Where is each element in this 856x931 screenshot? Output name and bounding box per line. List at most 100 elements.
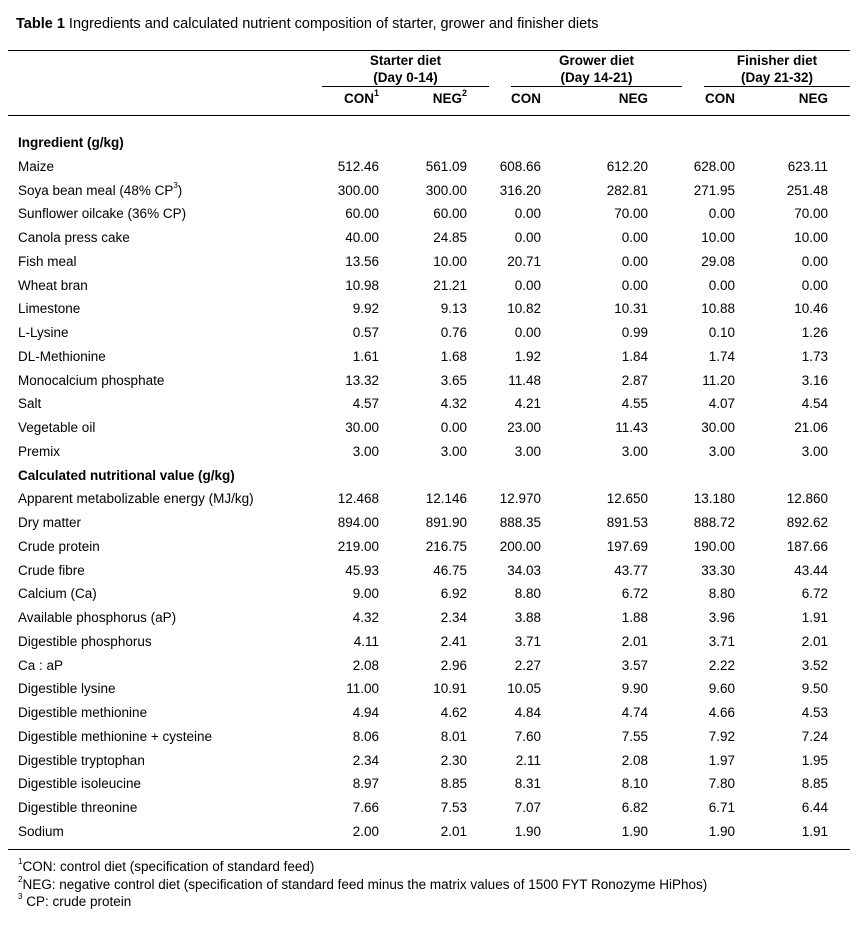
table-cell: 8.10	[621, 776, 648, 792]
row-label: Digestible methionine + cysteine	[18, 729, 212, 744]
row-label: Vegetable oil	[18, 420, 95, 435]
table-cell: 2.30	[440, 752, 467, 768]
table-cell: 9.60	[708, 681, 735, 697]
row-label: Soya bean meal (48% CP3)	[18, 181, 182, 198]
row-label-text: Digestible isoleucine	[18, 776, 142, 792]
group-header-starter: Starter diet (Day 0-14)	[322, 52, 489, 86]
table-cell: 4.94	[352, 705, 379, 720]
table-cell: 40.00	[345, 230, 379, 245]
table-cell: 70.00	[614, 206, 648, 222]
row-label-text: Limestone	[18, 301, 81, 317]
table-cell: 0.00	[514, 325, 541, 340]
table-cell: 3.00	[352, 443, 379, 459]
column-header-label: CON	[511, 91, 541, 106]
table-number: Table 1	[16, 16, 65, 32]
table-cell: 888.72	[693, 515, 735, 530]
table-cell: 1.97	[708, 752, 735, 768]
table-cell: 12.860	[786, 491, 828, 507]
table-cell: 4.74	[621, 705, 648, 720]
table-cell: 1.90	[708, 823, 735, 839]
row-label: Maize	[18, 159, 54, 174]
column-header-label: NEG	[618, 91, 648, 106]
table-cell: 612.20	[606, 158, 648, 174]
table-cell: 8.80	[514, 586, 541, 602]
grower-underline	[511, 86, 682, 87]
row-label-text: Soya bean meal (48% CP	[18, 182, 174, 198]
table-cell: 43.44	[794, 562, 828, 578]
table-cell: 7.60	[514, 728, 541, 744]
table-cell: 219.00	[337, 538, 379, 554]
table-cell: 46.75	[433, 562, 467, 578]
table-cell: 7.24	[801, 728, 828, 744]
table-cell: 1.61	[352, 348, 379, 364]
table-cell: 10.00	[701, 230, 735, 245]
table-cell: 7.80	[708, 776, 735, 792]
table-cell: 1.90	[514, 823, 541, 839]
table-cell: 2.01	[440, 823, 467, 839]
footnote: 3 CP: crude protein	[18, 892, 131, 909]
table-cell: 0.76	[440, 325, 467, 340]
table-cell: 316.20	[499, 182, 541, 198]
table-cell: 2.11	[515, 752, 541, 768]
table-cell: 12.650	[606, 491, 648, 507]
row-label-text: L-Lysine	[18, 325, 69, 340]
column-header-con: CON	[511, 91, 541, 106]
row-label-text: Ca : aP	[18, 657, 64, 673]
table-cell: 2.34	[352, 752, 379, 768]
row-label-text: Crude fibre	[18, 562, 85, 578]
table-cell: 608.66	[499, 158, 541, 174]
row-label-text: Sunflower oilcake (36% CP)	[18, 206, 187, 222]
group-name: Finisher diet	[736, 53, 818, 68]
column-header-neg: NEG	[619, 91, 648, 106]
row-label: Digestible phosphorus	[18, 634, 152, 649]
column-header-label: NEG	[798, 91, 828, 106]
table-cell: 282.81	[606, 182, 648, 198]
row-label-text: DL-Methionine	[18, 348, 106, 364]
table-cell: 4.07	[708, 396, 735, 412]
table-cell: 12.146	[425, 491, 467, 507]
table-cell: 4.84	[514, 705, 541, 720]
table-cell: 251.48	[786, 182, 828, 198]
row-label-text: Digestible tryptophan	[18, 752, 145, 768]
row-label: Sodium	[18, 824, 64, 839]
table-cell: 3.65	[440, 372, 467, 388]
table-cell: 0.99	[621, 325, 648, 340]
table-cell: 0.00	[708, 206, 735, 222]
table-cell: 8.85	[801, 776, 828, 792]
row-label: Wheat bran	[18, 278, 88, 293]
bottom-rule	[8, 849, 850, 850]
table-cell: 4.53	[801, 705, 828, 720]
row-label: Sunflower oilcake (36% CP)	[18, 206, 186, 221]
table-cell: 3.00	[440, 443, 467, 459]
column-header-neg: NEG2	[433, 88, 467, 106]
table-cell: 1.73	[801, 348, 828, 364]
table-cell: 10.82	[507, 301, 541, 317]
table-cell: 10.00	[433, 253, 467, 269]
table-cell: 4.66	[708, 705, 735, 720]
table-cell: 8.85	[440, 776, 467, 792]
table-cell: 0.00	[621, 277, 648, 293]
table-cell: 6.92	[440, 586, 467, 602]
row-label: Digestible isoleucine	[18, 776, 141, 791]
table-cell: 0.57	[352, 325, 379, 340]
row-label-text: Wheat bran	[18, 277, 88, 293]
table-cell: 6.72	[621, 586, 648, 602]
table-cell: 10.88	[701, 301, 735, 317]
footnote-marker: 1	[373, 88, 379, 98]
table-cell: 2.22	[708, 657, 735, 673]
table-cell: 3.00	[514, 443, 541, 459]
footnote: 1CON: control diet (specification of sta…	[18, 857, 314, 874]
row-label: Digestible tryptophan	[18, 753, 145, 768]
table-cell: 0.00	[708, 277, 735, 293]
table-cell: 11.43	[615, 420, 648, 435]
table-cell: 8.97	[352, 776, 379, 792]
row-label-text: Digestible methionine	[18, 705, 148, 720]
table-cell: 13.56	[345, 253, 379, 269]
table-cell: 33.30	[701, 562, 735, 578]
table-cell: 21.06	[794, 420, 828, 435]
footnote-marker: 2	[461, 88, 467, 98]
table-cell: 3.71	[708, 633, 735, 649]
table-cell: 6.44	[801, 800, 828, 815]
table-cell: 0.00	[514, 230, 541, 245]
row-label: L-Lysine	[18, 325, 69, 340]
